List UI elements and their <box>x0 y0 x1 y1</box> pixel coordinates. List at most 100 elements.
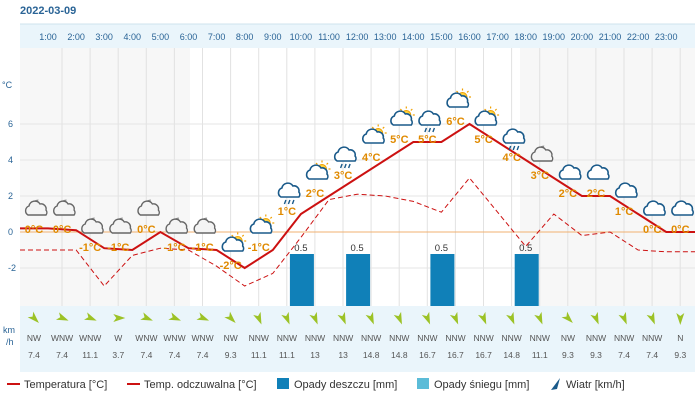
legend-wind-icon <box>551 378 560 390</box>
y-tick-label: 0 <box>8 227 13 237</box>
temperature-label: -1°C <box>107 242 129 254</box>
wind-speed: 11.1 <box>82 350 98 360</box>
feels-like-line <box>20 177 695 287</box>
temperature-label: 3°C <box>334 170 353 182</box>
partly-cloudy-night-icon <box>530 145 554 162</box>
wind-arrow-icon <box>449 311 459 325</box>
wind-arrow-icon <box>309 311 318 325</box>
partly-cloudy-night-icon <box>137 199 160 216</box>
wind-speed: 9.3 <box>674 350 686 360</box>
hour-label: 1:00 <box>39 32 57 42</box>
rain-cloud-icon <box>418 110 442 133</box>
wind-speed: 16.7 <box>419 350 436 360</box>
partly-cloudy-day-icon <box>362 124 387 144</box>
legend-rain: Opady deszczu [mm] <box>294 379 397 391</box>
temperature-label: 1°C <box>615 206 634 218</box>
wind-direction: W <box>114 333 122 343</box>
partly-cloudy-day-icon <box>221 232 247 252</box>
wind-speed: 9.3 <box>562 350 574 360</box>
rain-bar-label: 0.5 <box>519 243 532 254</box>
wind-arrow-icon <box>253 311 262 325</box>
wind-arrow-icon <box>421 311 431 325</box>
wind-arrow-icon <box>281 311 290 325</box>
wind-speed: 7.4 <box>169 350 181 360</box>
wind-direction: NW <box>224 333 238 343</box>
wind-direction: NNW <box>473 333 493 343</box>
wind-arrow-icon <box>590 311 599 325</box>
temperature-label: 5°C <box>474 134 493 146</box>
wind-direction: NNW <box>530 333 550 343</box>
y-axis-unit: °C <box>2 80 13 90</box>
rain-cloud-icon <box>502 128 526 151</box>
wind-speed: 3.7 <box>112 350 124 360</box>
temperature-label: -2°C <box>220 260 242 272</box>
temperature-label: 5°C <box>390 134 409 146</box>
wind-direction: WNW <box>163 333 185 343</box>
wind-direction: NNW <box>277 333 297 343</box>
wind-arrow-icon <box>561 311 573 323</box>
wind-arrow-icon <box>646 311 655 325</box>
hour-label: 5:00 <box>152 32 170 42</box>
wind-speed: 16.7 <box>447 350 464 360</box>
wind-direction: NNW <box>333 333 353 343</box>
y-tick-label: 4 <box>8 155 13 165</box>
wind-arrow-icon <box>196 312 210 321</box>
partly-cloudy-night-icon <box>24 199 48 216</box>
wind-direction: N <box>677 333 683 343</box>
hour-label: 20:00 <box>571 32 594 42</box>
legend-feels-like: Temp. odczuwalna [°C] <box>144 379 257 391</box>
temperature-label: 4°C <box>362 152 381 164</box>
wind-speed: 14.8 <box>391 350 408 360</box>
wind-direction: NNW <box>417 333 437 343</box>
wind-arrow-icon <box>676 313 685 325</box>
wind-speed: 9.3 <box>225 350 237 360</box>
partly-cloudy-day-icon <box>305 160 331 180</box>
rain-bar-label: 0.5 <box>350 243 363 254</box>
vertical-gridlines <box>61 48 681 306</box>
partly-cloudy-day-icon <box>446 88 471 108</box>
wind-direction: NNW <box>249 333 269 343</box>
temperature-label: 3°C <box>531 170 550 182</box>
temperature-line <box>20 122 695 270</box>
wind-speed: 7.4 <box>140 350 152 360</box>
wind-speed: 11.1 <box>532 350 548 360</box>
hour-label: 23:00 <box>655 32 678 42</box>
wind-direction: WNW <box>135 333 157 343</box>
hour-label: 12:00 <box>346 32 369 42</box>
temperature-label: 0°C <box>53 224 72 236</box>
y-axis-ticks: -2 0 2 4 6 <box>8 119 16 273</box>
temperature-label: 2°C <box>587 188 606 200</box>
temperature-label: 0°C <box>643 224 662 236</box>
hour-label: 11:00 <box>318 32 340 42</box>
hour-label: 7:00 <box>208 32 226 42</box>
hour-label: 10:00 <box>290 32 313 42</box>
rain-bar-label: 0.5 <box>435 243 448 254</box>
wind-arrow-icon <box>168 312 181 321</box>
wind-direction: NNW <box>586 333 606 343</box>
hour-label: 6:00 <box>180 32 198 42</box>
temperature-label: -1°C <box>163 242 185 254</box>
wind-direction: NNW <box>389 333 409 343</box>
hour-labels: 1:00 2:00 3:00 4:00 5:00 6:00 7:00 8:00 9:00 10:0… <box>39 32 677 42</box>
hour-label: 19:00 <box>543 32 566 42</box>
wind-direction: NNW <box>361 333 381 343</box>
wind-speed: 7.4 <box>646 350 658 360</box>
wind-speed: 14.8 <box>503 350 520 360</box>
legend-snow: Opady śniegu [mm] <box>434 379 529 391</box>
temperature-label: -1°C <box>79 242 101 254</box>
y-tick-label: -2 <box>8 263 16 273</box>
temperature-label: 4°C <box>502 152 521 164</box>
y-tick-label: 6 <box>8 119 13 129</box>
wind-speed: 13 <box>338 350 348 360</box>
hour-label: 8:00 <box>236 32 254 42</box>
temperature-label: 5°C <box>418 134 437 146</box>
rain-bar <box>346 254 371 306</box>
rain-cloud-icon <box>277 182 301 205</box>
wind-speed: 9.3 <box>590 350 602 360</box>
rain-bar <box>289 254 314 306</box>
partly-cloudy-night-icon <box>109 217 132 234</box>
partly-cloudy-day-icon <box>474 106 500 126</box>
wind-direction: NNW <box>305 333 325 343</box>
wind-arrow-icon <box>84 312 97 321</box>
